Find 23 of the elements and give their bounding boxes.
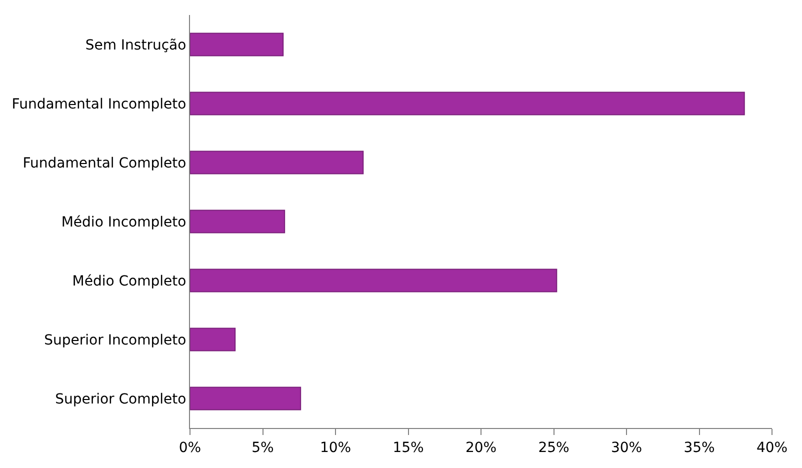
x-tick-label: 20% [465,440,497,456]
y-tick-label: Sem Instrução [85,37,186,54]
y-tick-label: Fundamental Incompleto [12,96,186,112]
bar [190,92,745,116]
x-tick-label: 0% [178,440,202,456]
y-tick-label: Superior Completo [55,391,186,408]
y-tick-label: Médio Completo [72,273,186,290]
x-tick-label: 40% [756,440,788,456]
x-tick-label: 15% [392,440,424,456]
bar [190,150,364,174]
x-tick-label: 5% [252,440,274,456]
x-tick-label: 30% [610,440,642,456]
x-tick-label: 10% [320,440,352,456]
bar [190,328,236,352]
bar [190,32,284,56]
x-tick-label: 25% [538,440,570,456]
bar [190,210,286,234]
x-tick-label: 35% [684,440,715,456]
bar [190,268,558,292]
y-tick-label: Médio Incompleto [61,214,186,230]
bar [190,386,302,410]
y-tick-label: Superior Incompleto [44,332,186,348]
y-tick-label: Fundamental Completo [22,155,186,172]
